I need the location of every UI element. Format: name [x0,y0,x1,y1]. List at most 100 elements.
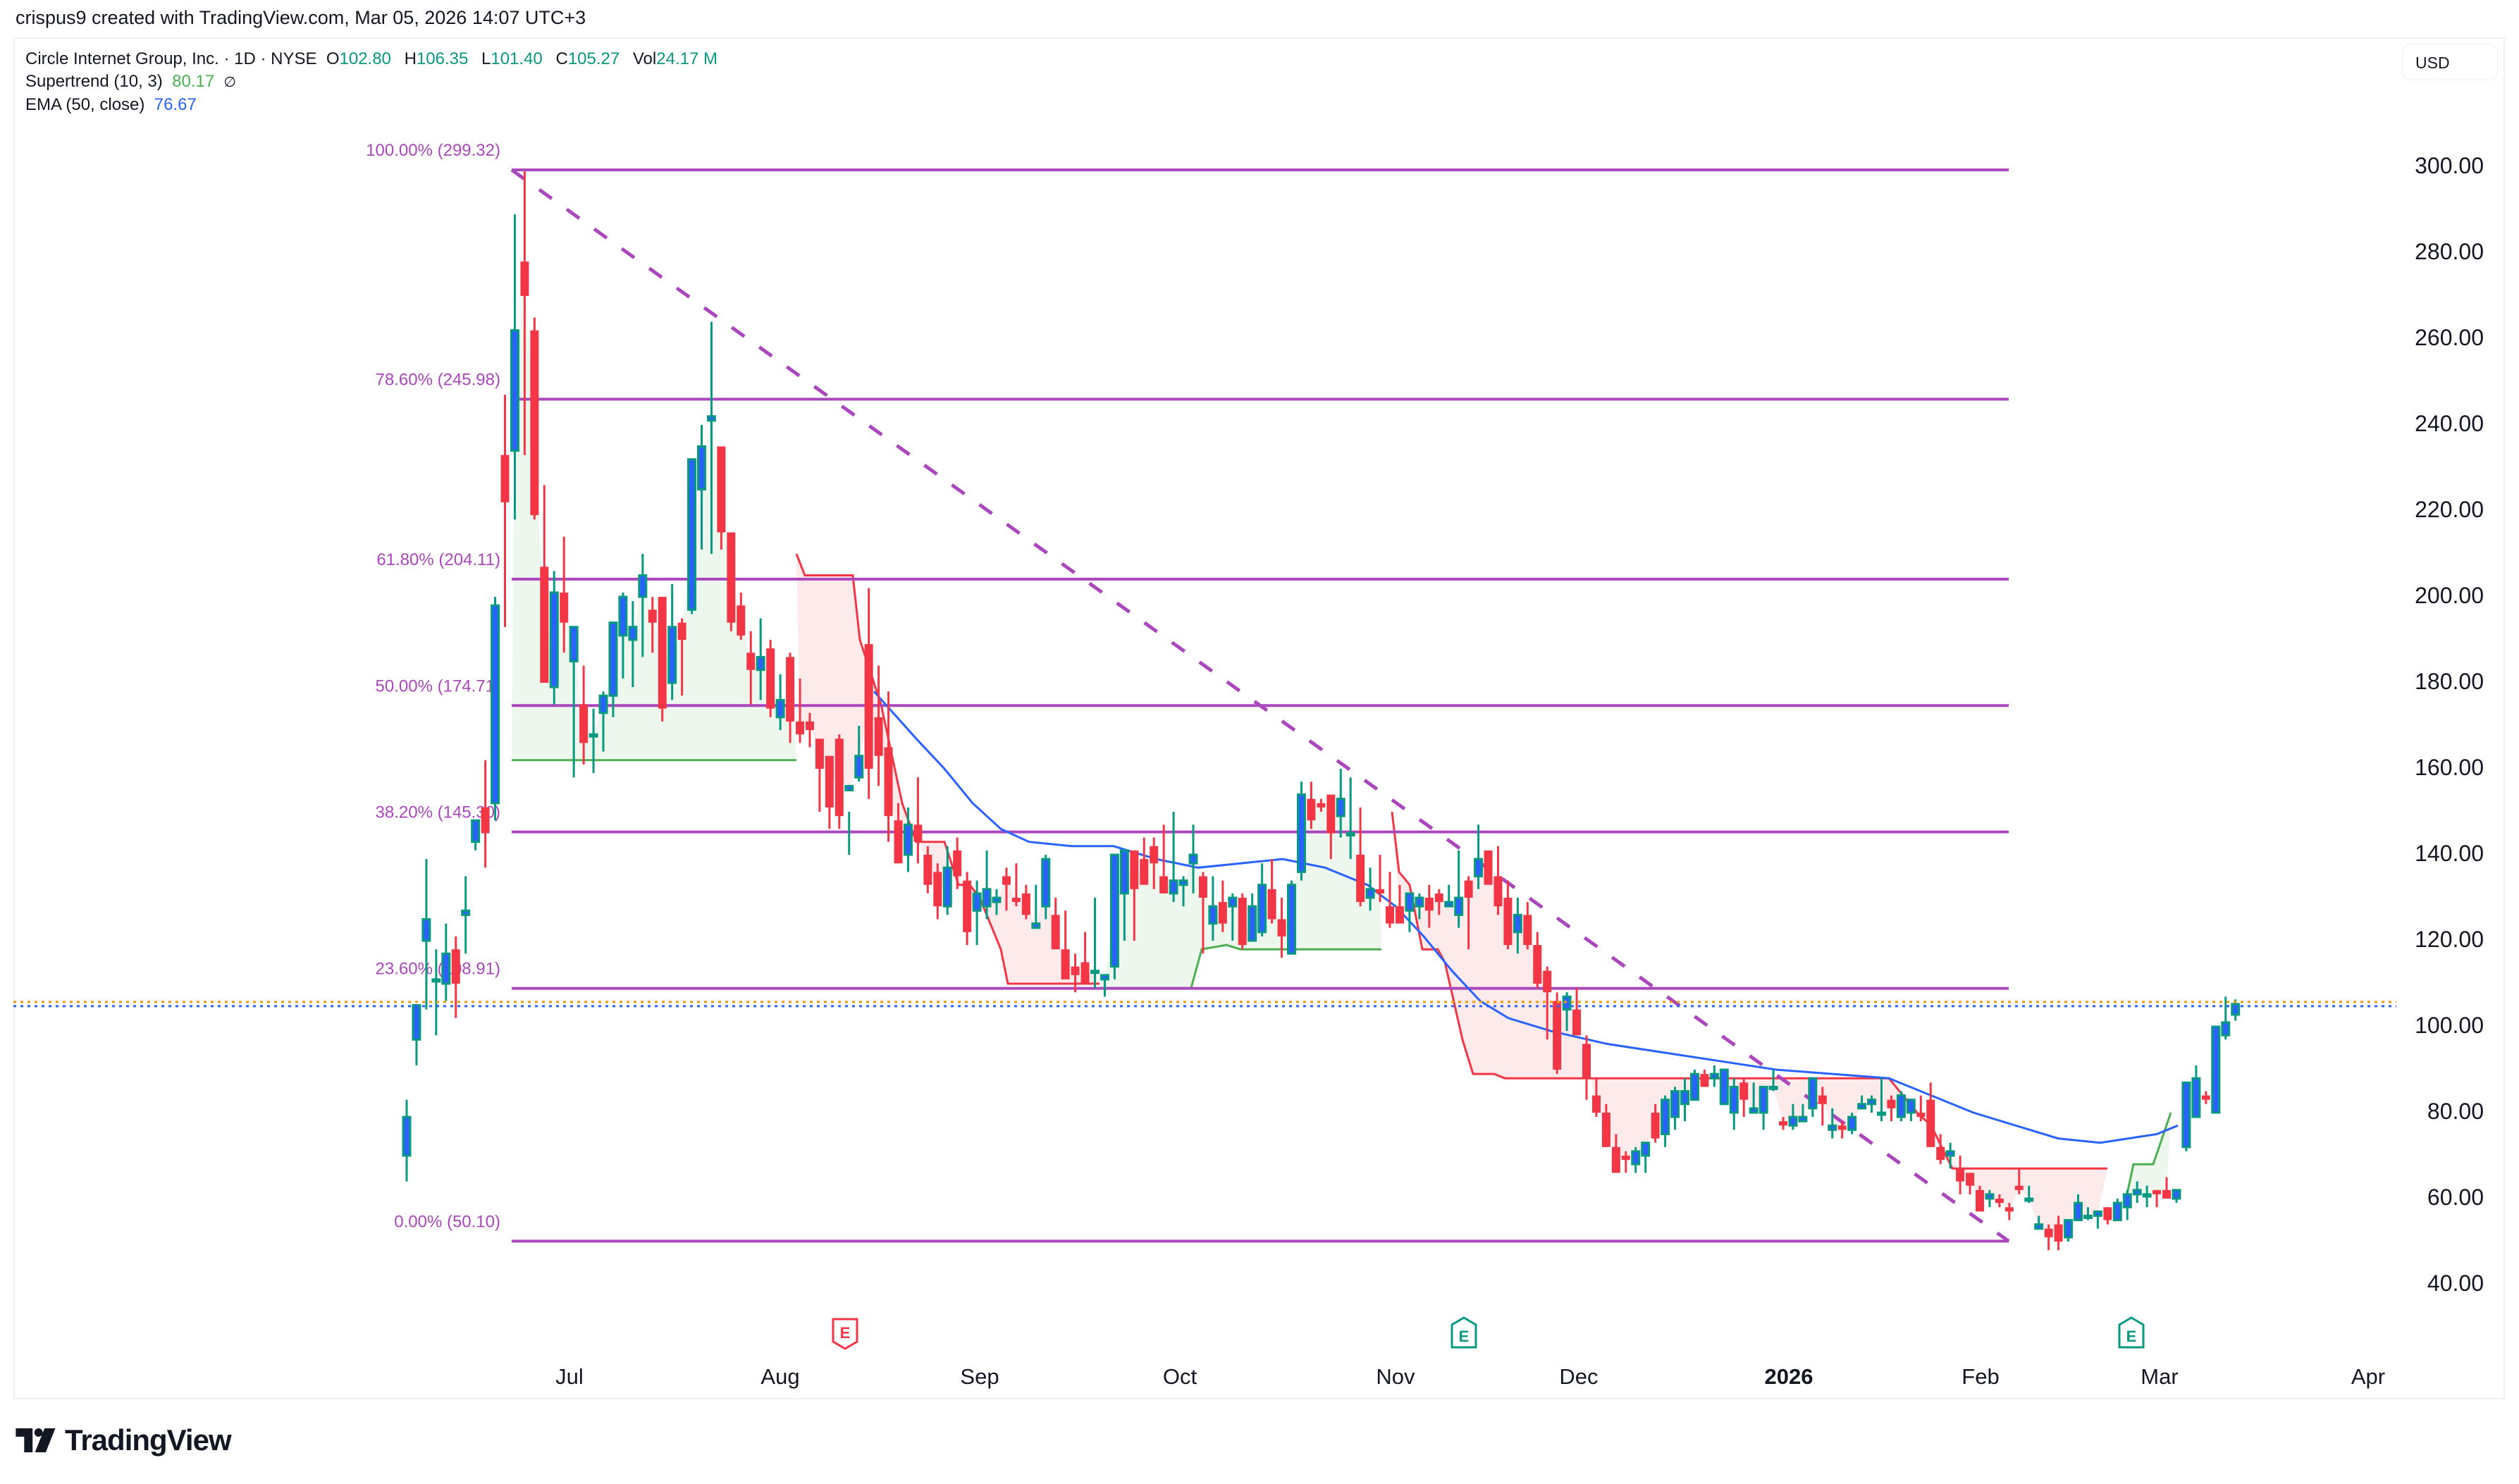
time-tick-label: Apr [2351,1364,2385,1389]
bullish-candle [421,859,431,1010]
symbol-title: Circle Internet Group, Inc. · 1D · NYSE [25,49,317,68]
price-tick-label: 160.00 [2415,755,2484,780]
chart-legend: Circle Internet Group, Inc. · 1D · NYSE … [25,48,726,116]
bullish-candle [461,876,471,954]
bearish-candle [1818,1087,1827,1126]
bullish-candle [1680,1078,1689,1122]
ema-value: 76.67 [154,95,197,114]
supertrend-line [2123,1112,2172,1208]
bearish-candle [1376,855,1385,903]
bearish-candle [717,446,726,550]
low-value: 101.40 [491,49,543,68]
tradingview-logo[interactable]: TradingView [16,1423,232,1457]
bullish-candle [569,626,579,778]
bearish-candle [1071,953,1080,993]
bearish-candle [1080,932,1090,984]
ema-legend[interactable]: EMA (50, close) 76.67 [25,95,197,114]
bullish-candle [687,458,697,614]
bearish-candle [1238,893,1247,950]
bearish-candle [1651,1103,1660,1143]
earnings-icon[interactable]: E [1451,1316,1477,1349]
bearish-candle [451,936,460,1018]
bearish-candle [766,640,775,717]
bullish-candle [1100,974,1109,997]
time-tick-label: Mar [2141,1364,2178,1389]
bearish-candle [1159,824,1169,894]
bearish-candle [1601,1103,1610,1147]
bullish-candle [510,214,519,520]
price-axis[interactable]: 300.00 280.00 260.00 240.00 220.00 200.00 180.… [2415,153,2484,1296]
bullish-candle [1031,884,1041,929]
na-icon: ∅ [223,75,236,90]
price-tick-label: 300.00 [2415,153,2484,178]
bullish-candle [1689,1070,1699,1101]
time-axis[interactable]: Jul Aug Sep Oct Nov Dec 2026 Feb Mar Apr [555,1364,2385,1389]
bullish-candle [1759,1085,1768,1130]
supertrend-value: 80.17 [172,72,215,91]
bullish-candle [992,889,1002,915]
supertrend-legend[interactable]: Supertrend (10, 3) 80.17 ∅ [25,72,236,91]
bullish-candle [1906,1099,1916,1122]
earnings-icon[interactable]: E [832,1318,858,1350]
bullish-candle [2093,1210,2102,1229]
symbol-row: Circle Internet Group, Inc. · 1D · NYSE … [25,49,717,68]
chart-pane[interactable] [13,37,2505,1399]
bullish-candle [1188,824,1198,894]
currency-button[interactable]: USD [2402,44,2498,80]
bearish-candle [746,631,756,705]
bullish-candle [402,1099,412,1182]
bullish-candle [1090,898,1100,989]
bullish-candle [1749,1082,1759,1114]
bearish-candle [481,760,490,868]
bearish-candle [2103,1207,2112,1225]
bearish-candle [1484,850,1493,885]
bearish-candle [520,171,529,455]
bullish-candle [1041,855,1051,920]
time-tick-label: Oct [1163,1364,1197,1389]
bearish-candle [864,588,873,799]
bearish-candle [1051,898,1060,950]
bearish-candle [2201,1091,2210,1104]
bearish-candle [1976,1185,1984,1212]
bullish-candle [2132,1181,2142,1204]
bullish-candle [2034,1216,2044,1230]
supertrend-fill [2124,1113,2171,1208]
bullish-candle [1857,1095,1867,1110]
bearish-candle [786,653,795,743]
bullish-candle [608,622,618,717]
bullish-candle [1709,1065,1719,1087]
fib-level-label: 61.80% (204.11) [376,550,500,569]
price-tick-label: 280.00 [2415,239,2484,264]
bullish-candle [2172,1189,2181,1204]
earnings-icon[interactable]: E [2118,1316,2145,1349]
bearish-candle [1926,1082,1935,1147]
bearish-candle [737,592,746,640]
bearish-candle [2044,1224,2053,1251]
bearish-candle [1700,1070,1709,1087]
bearish-candle [1061,910,1070,979]
fib-level-label: 100.00% (299.32) [366,141,500,160]
bullish-candle [775,674,785,731]
bullish-candle [844,784,854,855]
bullish-candle [2211,1025,2221,1114]
bearish-candle [1739,1078,1749,1118]
bullish-candle [1788,1103,1798,1130]
bullish-candle [549,571,559,705]
bullish-candle [1345,777,1355,860]
time-tick-label: Nov [1376,1364,1415,1389]
bullish-candle [1661,1095,1670,1147]
fib-level-label: 0.00% (50.10) [394,1212,500,1231]
bullish-candle [1867,1095,1877,1113]
bearish-candle [1779,1117,1787,1130]
price-tick-label: 40.00 [2427,1270,2484,1296]
bullish-candle [1474,824,1484,889]
fibonacci-retracement[interactable]: 100.00% (299.32) 78.60% (245.98) 61.80% (2… [366,141,2010,1243]
last-price-line [13,1001,2396,1008]
bearish-candle [1553,992,1562,1075]
bullish-candle [1631,1146,1641,1173]
bullish-candle [982,850,992,920]
price-tick-label: 60.00 [2427,1185,2484,1210]
tradingview-logo-icon [16,1428,56,1452]
